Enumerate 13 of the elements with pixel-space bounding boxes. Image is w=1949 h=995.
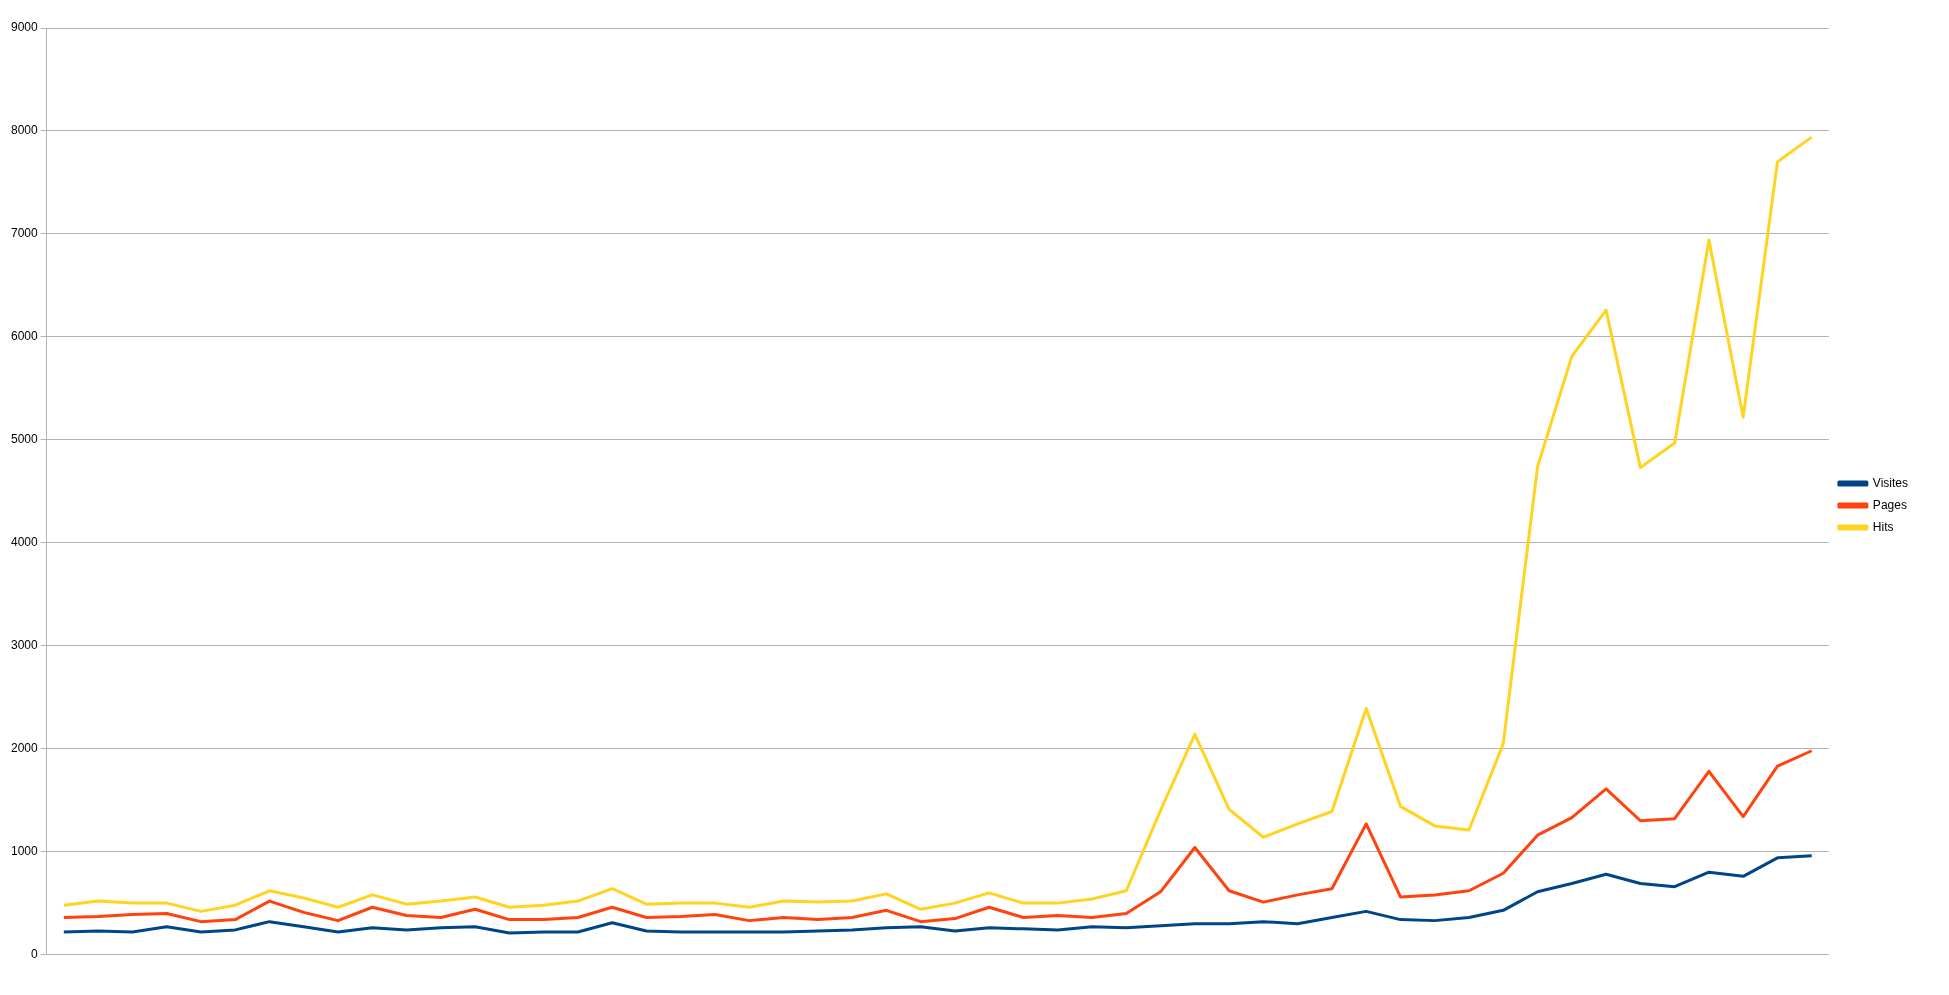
- legend-label: Visites: [1872, 475, 1909, 490]
- y-tick-label: 9000: [10, 20, 39, 35]
- y-tick-label: 4000: [10, 535, 39, 550]
- y-tick-label: 0: [31, 946, 39, 961]
- y-tick-label: 6000: [10, 329, 39, 344]
- y-tick-label: 2000: [10, 741, 39, 755]
- legend-label: Hits: [1872, 519, 1894, 534]
- y-tick-label: 7000: [10, 226, 39, 241]
- y-tick-label: 1000: [10, 843, 39, 858]
- legend-label: Pages: [1872, 497, 1907, 512]
- y-tick-label: 8000: [10, 123, 39, 138]
- y-tick-label: 5000: [10, 432, 39, 447]
- y-tick-label: 3000: [10, 638, 39, 653]
